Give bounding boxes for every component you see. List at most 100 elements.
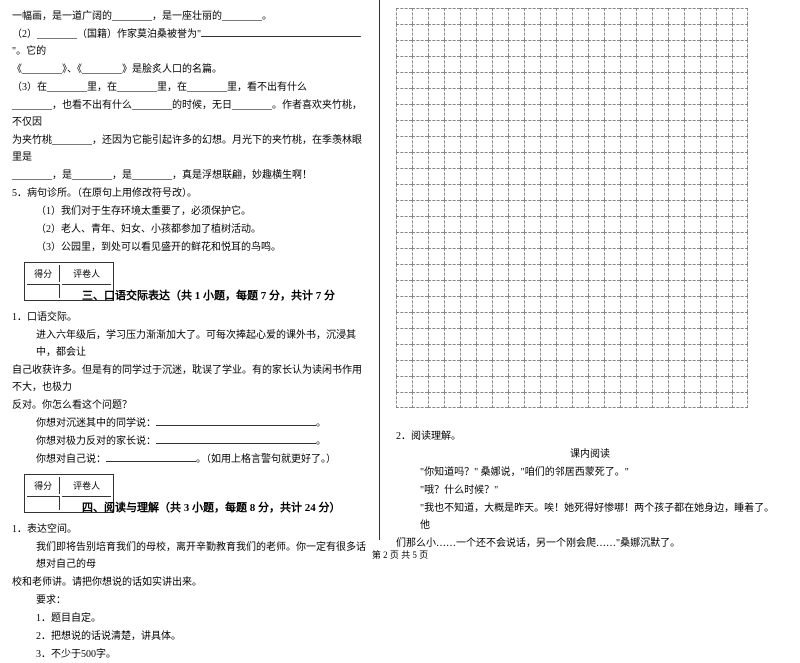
grid-cell[interactable]	[684, 8, 700, 24]
grid-cell[interactable]	[636, 56, 652, 72]
grid-cell[interactable]	[604, 312, 620, 328]
grid-cell[interactable]	[620, 232, 636, 248]
grid-cell[interactable]	[556, 136, 572, 152]
grid-cell[interactable]	[412, 152, 428, 168]
grid-cell[interactable]	[572, 392, 588, 408]
grid-cell[interactable]	[540, 24, 556, 40]
grid-cell[interactable]	[460, 104, 476, 120]
grid-cell[interactable]	[556, 296, 572, 312]
grid-cell[interactable]	[668, 376, 684, 392]
grid-cell[interactable]	[684, 88, 700, 104]
grid-cell[interactable]	[700, 376, 716, 392]
grid-cell[interactable]	[556, 24, 572, 40]
grid-cell[interactable]	[684, 232, 700, 248]
grid-cell[interactable]	[588, 136, 604, 152]
grid-cell[interactable]	[460, 72, 476, 88]
grid-cell[interactable]	[460, 376, 476, 392]
grid-cell[interactable]	[492, 136, 508, 152]
grid-cell[interactable]	[428, 232, 444, 248]
grid-cell[interactable]	[444, 56, 460, 72]
grid-cell[interactable]	[732, 88, 748, 104]
grid-cell[interactable]	[524, 280, 540, 296]
grid-cell[interactable]	[540, 216, 556, 232]
grid-cell[interactable]	[412, 8, 428, 24]
grid-cell[interactable]	[732, 296, 748, 312]
grid-cell[interactable]	[588, 152, 604, 168]
grid-cell[interactable]	[492, 88, 508, 104]
grid-cell[interactable]	[460, 8, 476, 24]
grid-cell[interactable]	[428, 328, 444, 344]
grid-cell[interactable]	[700, 296, 716, 312]
grid-cell[interactable]	[572, 232, 588, 248]
grid-cell[interactable]	[636, 232, 652, 248]
grid-cell[interactable]	[540, 344, 556, 360]
grid-cell[interactable]	[444, 40, 460, 56]
grid-cell[interactable]	[556, 312, 572, 328]
grid-cell[interactable]	[652, 104, 668, 120]
grid-cell[interactable]	[668, 264, 684, 280]
grid-cell[interactable]	[476, 360, 492, 376]
grid-cell[interactable]	[572, 40, 588, 56]
grid-cell[interactable]	[700, 152, 716, 168]
grid-cell[interactable]	[460, 56, 476, 72]
grid-cell[interactable]	[444, 72, 460, 88]
grid-cell[interactable]	[412, 24, 428, 40]
writing-grid[interactable]	[396, 8, 784, 408]
grid-cell[interactable]	[540, 40, 556, 56]
grid-cell[interactable]	[620, 248, 636, 264]
grid-cell[interactable]	[556, 168, 572, 184]
grid-cell[interactable]	[716, 40, 732, 56]
grid-cell[interactable]	[700, 216, 716, 232]
grid-cell[interactable]	[588, 184, 604, 200]
grid-cell[interactable]	[492, 344, 508, 360]
grid-cell[interactable]	[572, 280, 588, 296]
grid-cell[interactable]	[428, 40, 444, 56]
grid-cell[interactable]	[732, 376, 748, 392]
grid-cell[interactable]	[524, 104, 540, 120]
grid-cell[interactable]	[700, 24, 716, 40]
grid-cell[interactable]	[716, 200, 732, 216]
grid-cell[interactable]	[508, 24, 524, 40]
grid-cell[interactable]	[460, 24, 476, 40]
grid-cell[interactable]	[572, 264, 588, 280]
grid-cell[interactable]	[604, 232, 620, 248]
grid-cell[interactable]	[652, 72, 668, 88]
grid-cell[interactable]	[700, 168, 716, 184]
grid-cell[interactable]	[684, 312, 700, 328]
grid-cell[interactable]	[652, 296, 668, 312]
grid-cell[interactable]	[556, 72, 572, 88]
grid-cell[interactable]	[396, 248, 412, 264]
grid-cell[interactable]	[540, 120, 556, 136]
grid-cell[interactable]	[652, 120, 668, 136]
grid-cell[interactable]	[540, 312, 556, 328]
grid-cell[interactable]	[396, 56, 412, 72]
grid-cell[interactable]	[716, 8, 732, 24]
grid-cell[interactable]	[492, 184, 508, 200]
grid-cell[interactable]	[572, 88, 588, 104]
grid-cell[interactable]	[636, 72, 652, 88]
grid-cell[interactable]	[620, 312, 636, 328]
grid-cell[interactable]	[604, 120, 620, 136]
grid-cell[interactable]	[508, 344, 524, 360]
grid-cell[interactable]	[476, 24, 492, 40]
grid-cell[interactable]	[444, 344, 460, 360]
grid-cell[interactable]	[684, 200, 700, 216]
grid-cell[interactable]	[428, 184, 444, 200]
grid-cell[interactable]	[428, 360, 444, 376]
grid-cell[interactable]	[572, 376, 588, 392]
grid-cell[interactable]	[652, 360, 668, 376]
grid-cell[interactable]	[668, 296, 684, 312]
grid-cell[interactable]	[668, 280, 684, 296]
grid-cell[interactable]	[428, 344, 444, 360]
grid-cell[interactable]	[428, 152, 444, 168]
grid-cell[interactable]	[732, 56, 748, 72]
grid-cell[interactable]	[524, 72, 540, 88]
grid-cell[interactable]	[684, 24, 700, 40]
grid-cell[interactable]	[556, 56, 572, 72]
grid-cell[interactable]	[684, 104, 700, 120]
grid-cell[interactable]	[652, 312, 668, 328]
grid-cell[interactable]	[620, 8, 636, 24]
grid-cell[interactable]	[604, 200, 620, 216]
grid-cell[interactable]	[652, 56, 668, 72]
grid-cell[interactable]	[700, 360, 716, 376]
